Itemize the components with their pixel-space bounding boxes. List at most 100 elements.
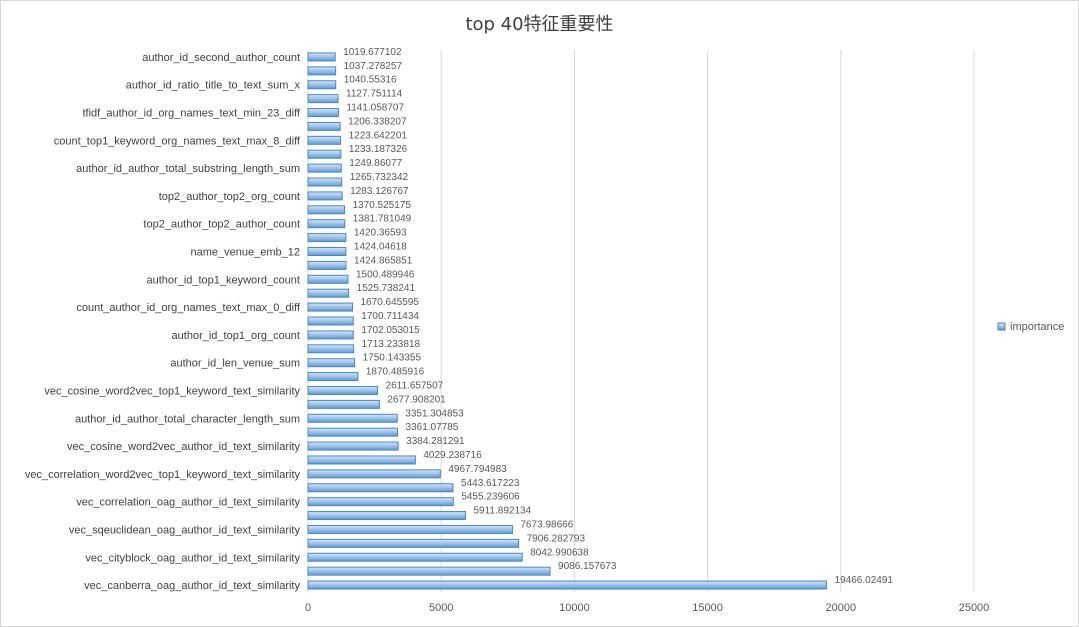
data-label: 1206.338207: [348, 116, 407, 127]
data-label: 1750.143355: [363, 353, 422, 364]
category-label: vec_sqeuclidean_oag_author_id_text_simil…: [69, 524, 301, 536]
category-label: author_id_author_total_character_length_…: [75, 413, 300, 425]
category-label: vec_canberra_oag_author_id_text_similari…: [84, 580, 300, 592]
data-label: 1702.053015: [361, 325, 420, 336]
data-label: 1141.058707: [346, 103, 404, 114]
data-label: 1870.485916: [366, 367, 425, 378]
data-label: 1424.865851: [354, 255, 413, 266]
data-label: 7906.282793: [527, 533, 586, 544]
category-label: vec_cosine_word2vec_top1_keyword_text_si…: [44, 385, 300, 397]
data-label: 5455.239606: [461, 492, 520, 503]
x-tick-label: 25000: [959, 602, 990, 614]
bar: [307, 302, 354, 312]
bar: [307, 94, 339, 104]
data-label: 1265.732342: [350, 172, 409, 183]
data-label: 1127.751114: [346, 89, 403, 100]
bar: [307, 316, 354, 326]
data-label: 1283.126767: [350, 186, 409, 197]
bar: [307, 233, 347, 243]
bar: [307, 511, 466, 521]
data-label: 8042.990638: [530, 547, 589, 558]
bar: [307, 288, 350, 298]
data-label: 2611.657507: [386, 380, 444, 391]
bar: [307, 219, 346, 229]
bar: [307, 441, 399, 451]
data-label: 1233.187326: [349, 144, 408, 155]
category-label: tfidf_author_id_org_names_text_min_23_di…: [82, 108, 300, 120]
bar: [307, 330, 354, 340]
chart-title: top 40特征重要性: [465, 14, 614, 35]
category-label: author_id_second_author_count: [142, 52, 300, 64]
x-tick-label: 15000: [692, 602, 723, 614]
bar: [307, 358, 356, 368]
bar: [307, 177, 343, 187]
x-tick-label: 0: [305, 602, 311, 614]
category-label: vec_correlation_word2vec_top1_keyword_te…: [25, 469, 301, 481]
category-label: name_venue_emb_12: [191, 247, 300, 259]
data-label: 3361.07785: [406, 422, 459, 433]
bar: [307, 135, 342, 145]
bar: [307, 66, 337, 76]
data-label: 1381.781049: [353, 214, 412, 225]
data-label: 1525.738241: [357, 283, 416, 294]
category-label: count_author_id_org_names_text_max_0_dif…: [76, 302, 301, 314]
category-label: author_id_author_total_substring_length_…: [76, 163, 300, 175]
data-label: 19466.02491: [835, 575, 894, 586]
bars: [307, 52, 828, 590]
data-label: 4029.238716: [423, 450, 482, 461]
data-label: 3384.281291: [406, 436, 465, 447]
category-label: vec_cosine_word2vec_author_id_text_simil…: [67, 441, 300, 453]
data-label: 1223.642201: [349, 130, 408, 141]
bar: [307, 552, 523, 562]
data-label: 4967.794983: [448, 464, 507, 475]
data-label: 1424.04618: [354, 242, 407, 253]
x-tick-label: 10000: [559, 602, 590, 614]
bar: [307, 247, 347, 257]
x-tick-label: 5000: [429, 602, 453, 614]
data-label: 1249.86077: [349, 158, 402, 169]
data-label: 5911.892134: [473, 506, 531, 517]
data-label: 1500.489946: [356, 269, 415, 280]
bar: [307, 566, 551, 576]
bar: [307, 108, 339, 118]
data-label: 7673.98666: [520, 519, 573, 530]
bar: [307, 163, 342, 173]
data-labels: 19466.02491 9086.157673 8042.990638 7906.28…: [343, 47, 893, 586]
data-label: 1040.55316: [344, 75, 397, 86]
category-label: author_id_top1_keyword_count: [146, 274, 300, 286]
data-label: 1700.711434: [361, 311, 419, 322]
bar: [307, 483, 454, 493]
category-label: author_id_len_venue_sum: [170, 358, 300, 370]
data-label: 1370.525175: [353, 200, 412, 211]
data-label: 5443.617223: [461, 478, 520, 489]
category-labels: vec_canberra_oag_author_id_text_similari…: [25, 52, 301, 592]
bar: [307, 580, 828, 590]
bar: [307, 344, 355, 354]
category-label: top2_author_top2_author_count: [143, 219, 300, 231]
bar: [307, 52, 336, 62]
bar: [307, 524, 513, 534]
category-label: author_id_top1_org_count: [172, 330, 300, 342]
bar: [307, 413, 398, 423]
bar: [307, 538, 520, 548]
bar: [307, 455, 416, 465]
category-label: vec_correlation_oag_author_id_text_simil…: [76, 497, 300, 509]
legend-label: importance: [1010, 321, 1064, 333]
legend: importance: [997, 321, 1064, 333]
category-label: author_id_ratio_title_to_text_sum_x: [126, 80, 301, 92]
bar: [307, 80, 337, 90]
data-label: 1670.645595: [361, 297, 420, 308]
data-label: 1019.677102: [343, 47, 402, 58]
data-label: 9086.157673: [558, 561, 617, 572]
bar: [307, 260, 347, 270]
bar: [307, 372, 359, 382]
bar: [307, 469, 441, 479]
data-label: 2677.908201: [387, 394, 446, 405]
x-axis-ticks: 0 5000 10000 15000 20000 25000: [305, 602, 989, 614]
bar: [307, 274, 349, 284]
category-label: top2_author_top2_org_count: [159, 191, 300, 203]
data-label: 3351.304853: [405, 408, 464, 419]
bar: [307, 385, 379, 395]
